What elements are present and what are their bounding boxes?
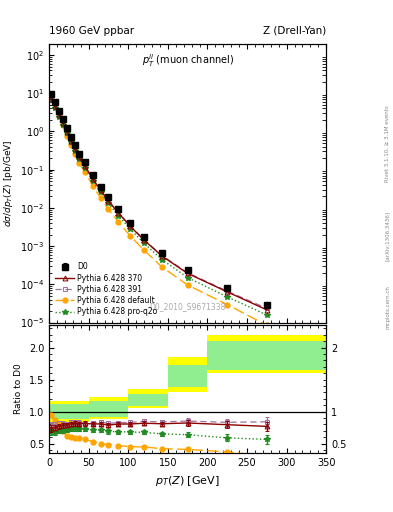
Pythia 6.428 370 (106, 198, 111, 204)
X-axis label: $p_T(Z)$ [GeV]: $p_T(Z)$ [GeV] (155, 474, 220, 487)
Pythia 6.428 default (185, 282, 190, 288)
Pythia 6.428 391 (57, 111, 61, 117)
Pythia 6.428 pro-q2o (61, 122, 65, 128)
Pythia 6.428 default (53, 101, 57, 107)
Pythia 6.428 391 (106, 198, 111, 204)
Pythia 6.428 370 (116, 210, 121, 216)
Pythia 6.428 default (128, 233, 132, 239)
Pythia 6.428 pro-q2o (160, 257, 164, 263)
Pythia 6.428 370 (68, 137, 73, 143)
Pythia 6.428 default (142, 247, 147, 253)
Pythia 6.428 391 (77, 154, 81, 160)
Text: Rivet 3.1.10, ≥ 3.1M events: Rivet 3.1.10, ≥ 3.1M events (385, 105, 390, 182)
Pythia 6.428 default (72, 151, 77, 157)
Line: Pythia 6.428 391: Pythia 6.428 391 (49, 96, 269, 311)
Line: Pythia 6.428 pro-q2o: Pythia 6.428 pro-q2o (48, 98, 270, 318)
Pythia 6.428 pro-q2o (225, 294, 230, 300)
Y-axis label: Ratio to D0: Ratio to D0 (14, 364, 23, 415)
Text: 1960 GeV ppbar: 1960 GeV ppbar (49, 26, 134, 36)
Text: D0_2010_S9671338: D0_2010_S9671338 (149, 303, 226, 311)
Pythia 6.428 default (64, 133, 69, 139)
Pythia 6.428 pro-q2o (106, 200, 111, 206)
Pythia 6.428 370 (61, 120, 65, 126)
Text: mcplots.cern.ch: mcplots.cern.ch (385, 285, 390, 329)
Line: Pythia 6.428 default: Pythia 6.428 default (49, 93, 269, 328)
Pythia 6.428 default (90, 183, 95, 189)
Pythia 6.428 pro-q2o (90, 178, 95, 184)
Pythia 6.428 370 (72, 146, 77, 152)
Pythia 6.428 default (68, 142, 73, 148)
Pythia 6.428 default (264, 322, 269, 328)
Pythia 6.428 391 (116, 209, 121, 216)
Pythia 6.428 pro-q2o (185, 274, 190, 281)
Pythia 6.428 391 (49, 95, 53, 101)
Line: Pythia 6.428 370: Pythia 6.428 370 (49, 97, 269, 312)
Y-axis label: $d\sigma/dp_T(Z)\ \mathrm{[pb/GeV]}$: $d\sigma/dp_T(Z)\ \mathrm{[pb/GeV]}$ (2, 139, 15, 227)
Pythia 6.428 391 (264, 305, 269, 311)
Pythia 6.428 370 (98, 187, 103, 194)
Pythia 6.428 default (225, 302, 230, 308)
Text: Z (Drell-Yan): Z (Drell-Yan) (263, 26, 326, 36)
Pythia 6.428 pro-q2o (116, 212, 121, 219)
Pythia 6.428 pro-q2o (142, 240, 147, 246)
Pythia 6.428 391 (61, 120, 65, 126)
Pythia 6.428 391 (185, 270, 190, 276)
Pythia 6.428 391 (64, 128, 69, 134)
Pythia 6.428 370 (49, 96, 53, 102)
Pythia 6.428 391 (83, 162, 87, 168)
Pythia 6.428 default (83, 169, 87, 175)
Pythia 6.428 default (77, 160, 81, 166)
Pythia 6.428 pro-q2o (57, 114, 61, 120)
Pythia 6.428 pro-q2o (72, 147, 77, 154)
Pythia 6.428 370 (57, 112, 61, 118)
Pythia 6.428 pro-q2o (64, 131, 69, 137)
Pythia 6.428 default (160, 264, 164, 270)
Pythia 6.428 370 (53, 103, 57, 110)
Pythia 6.428 default (49, 92, 53, 98)
Pythia 6.428 391 (142, 237, 147, 243)
Pythia 6.428 391 (160, 252, 164, 259)
Pythia 6.428 pro-q2o (53, 105, 57, 111)
Pythia 6.428 370 (264, 307, 269, 313)
Pythia 6.428 391 (225, 288, 230, 294)
Pythia 6.428 370 (142, 237, 147, 243)
Pythia 6.428 370 (83, 163, 87, 169)
Pythia 6.428 pro-q2o (128, 226, 132, 232)
Pythia 6.428 370 (225, 289, 230, 295)
Text: $p_T^{ll}$ (muon channel): $p_T^{ll}$ (muon channel) (141, 52, 234, 69)
Pythia 6.428 pro-q2o (68, 139, 73, 145)
Pythia 6.428 370 (160, 253, 164, 259)
Text: [arXiv:1306.3436]: [arXiv:1306.3436] (385, 210, 390, 261)
Pythia 6.428 391 (90, 176, 95, 182)
Pythia 6.428 370 (64, 129, 69, 135)
Legend: D0, Pythia 6.428 370, Pythia 6.428 391, Pythia 6.428 default, Pythia 6.428 pro-q: D0, Pythia 6.428 370, Pythia 6.428 391, … (53, 260, 160, 319)
Pythia 6.428 370 (77, 154, 81, 160)
Pythia 6.428 pro-q2o (98, 189, 103, 196)
Pythia 6.428 pro-q2o (77, 156, 81, 162)
Pythia 6.428 370 (185, 270, 190, 276)
Pythia 6.428 default (106, 206, 111, 212)
Pythia 6.428 391 (72, 145, 77, 152)
Pythia 6.428 pro-q2o (83, 164, 87, 170)
Pythia 6.428 391 (53, 102, 57, 109)
Pythia 6.428 default (57, 111, 61, 117)
Pythia 6.428 391 (98, 186, 103, 193)
Pythia 6.428 370 (128, 223, 132, 229)
Pythia 6.428 370 (90, 176, 95, 182)
Pythia 6.428 default (61, 122, 65, 129)
Pythia 6.428 pro-q2o (264, 312, 269, 318)
Pythia 6.428 pro-q2o (49, 97, 53, 103)
Pythia 6.428 default (98, 195, 103, 201)
Pythia 6.428 391 (128, 223, 132, 229)
Pythia 6.428 default (116, 219, 121, 225)
Pythia 6.428 391 (68, 137, 73, 143)
